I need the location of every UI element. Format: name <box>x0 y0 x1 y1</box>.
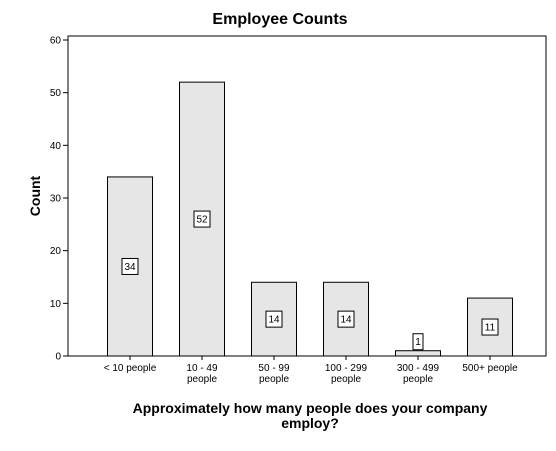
data-label-box <box>481 318 499 336</box>
y-tick-label: 20 <box>50 246 62 257</box>
x-tick-label: people <box>187 374 217 385</box>
data-label-box <box>193 210 211 228</box>
y-axis-label: Count <box>27 175 43 216</box>
data-label: 14 <box>268 315 280 326</box>
bar <box>395 350 441 357</box>
x-tick-label: 300 - 499 <box>397 363 440 374</box>
x-tick-label: people <box>403 374 433 385</box>
y-tick-label: 50 <box>50 88 62 99</box>
x-tick-label: 100 - 299 <box>325 363 368 374</box>
data-label-box <box>265 310 283 328</box>
data-label-box <box>121 257 139 275</box>
data-label: 14 <box>340 315 352 326</box>
y-tick-label: 10 <box>50 299 62 310</box>
x-tick-label: 500+ people <box>462 363 518 374</box>
y-tick-label: 30 <box>50 194 62 205</box>
data-label: 34 <box>124 262 136 273</box>
x-axis-label: employ? <box>281 415 339 431</box>
data-label: 52 <box>196 215 208 226</box>
data-label-box <box>412 333 424 351</box>
x-axis-label: Approximately how many people does your … <box>133 400 488 416</box>
y-tick-label: 60 <box>50 36 62 47</box>
x-tick-label: < 10 people <box>104 363 157 374</box>
y-tick-label: 0 <box>55 352 61 363</box>
data-label: 11 <box>485 323 496 334</box>
y-tick-label: 40 <box>50 141 62 152</box>
data-label: 1 <box>415 337 421 348</box>
x-tick-label: people <box>331 374 361 385</box>
data-label-box <box>337 310 355 328</box>
bar <box>323 281 369 357</box>
x-tick-label: people <box>259 374 289 385</box>
x-tick-label: 10 - 49 <box>186 363 218 374</box>
y-axis: 0 10 20 30 40 50 60 <box>50 36 68 363</box>
plot-frame <box>67 35 547 357</box>
x-axis-title: Approximately how many people does your … <box>133 400 488 431</box>
chart-title: Employee Counts <box>212 11 347 28</box>
x-tick-label: 50 - 99 <box>258 363 290 374</box>
